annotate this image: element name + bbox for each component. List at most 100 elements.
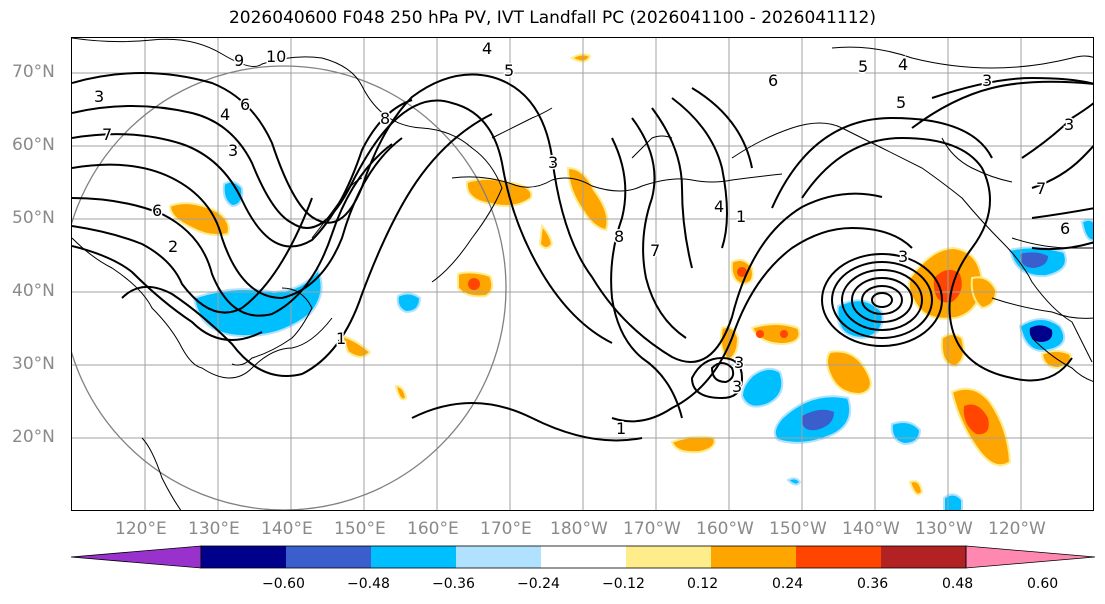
colorbar-tick-label: 0.48 [942, 576, 974, 592]
contour-label: 3 [734, 353, 744, 372]
contour-label: 1 [336, 329, 346, 348]
colorbar-cell [881, 546, 966, 568]
lon-label-140e: 140°E [261, 519, 313, 539]
shade-pos-blob [970, 276, 998, 310]
shade-neg-blob [890, 421, 922, 446]
lon-label-150e: 150°E [334, 519, 386, 539]
contour-label: 6 [1060, 219, 1070, 238]
colorbar-cell [286, 546, 371, 568]
lon-label-150w: 150°W [769, 519, 827, 539]
shade-pos-core [468, 278, 480, 290]
shade-pos-blob [570, 53, 592, 63]
contour-label: 5 [504, 61, 514, 80]
contour-label: 3 [898, 247, 908, 266]
shade-neg-core-blob [801, 409, 834, 431]
shade-pos-core [737, 267, 747, 277]
contour-label: 5 [858, 57, 868, 76]
lon-label-170e: 170°E [480, 519, 532, 539]
lon-label-170w: 170°W [623, 519, 681, 539]
shade-pos-core [756, 330, 764, 338]
colorbar-tick-label: 0.12 [687, 576, 719, 592]
shade-pos-blob [394, 384, 408, 401]
shade-pos-blob [670, 435, 716, 454]
pv-contours [72, 72, 1093, 442]
contour-label: 6 [768, 71, 778, 90]
colorbar-tick-label: −0.48 [347, 576, 390, 592]
colorbar-cell [371, 546, 456, 568]
lon-label-120e: 120°E [115, 519, 167, 539]
contour-label: 1 [736, 207, 746, 226]
colorbar-extend-min [70, 545, 202, 569]
graticule [72, 38, 1093, 510]
contour-labels: 3 7 6 2 9 10 4 6 3 8 4 5 8 3 7 4 1 6 5 4… [93, 38, 1076, 440]
contour-label: 7 [650, 241, 660, 260]
contour-label: 8 [614, 227, 624, 246]
lon-label-130w: 130°W [915, 519, 973, 539]
contour-label: 3 [1064, 115, 1074, 134]
lat-label-30: 30°N [12, 354, 55, 374]
map-title: 2026040600 F048 250 hPa PV, IVT Landfall… [228, 8, 876, 28]
lat-label-20: 20°N [12, 427, 55, 447]
colorbar-cell [626, 546, 711, 568]
shade-pos-blob [538, 223, 554, 249]
lat-label-60: 60°N [12, 135, 55, 155]
colorbar-tick-label: 0.60 [1027, 576, 1059, 592]
shade-neg-blob [396, 292, 422, 314]
map-panel: 3 7 6 2 9 10 4 6 3 8 4 5 8 3 7 4 1 6 5 4… [71, 37, 1094, 511]
contour-label: 7 [102, 125, 112, 144]
colorbar-cell [456, 546, 541, 568]
map-canvas: 3 7 6 2 9 10 4 6 3 8 4 5 8 3 7 4 1 6 5 4… [72, 38, 1093, 510]
colorbar-tick-label: −0.12 [602, 576, 645, 592]
shade-pos-blob [566, 166, 609, 232]
contour-label: 4 [714, 197, 724, 216]
colorbar-cell [201, 546, 286, 568]
contour-label: 6 [240, 95, 250, 114]
colorbar-outline [200, 545, 967, 569]
lon-label-140w: 140°W [842, 519, 900, 539]
shade-pos-blob [750, 323, 801, 346]
lon-label-120w: 120°W [988, 519, 1046, 539]
shade-pos-blob [826, 350, 872, 396]
colorbar-tick-label: −0.60 [262, 576, 305, 592]
colorbar-tick-label: 0.36 [857, 576, 889, 592]
shade-neg-blob [740, 367, 784, 408]
shade-pos-blob [465, 178, 533, 207]
shade-pos-blob [940, 333, 965, 368]
shading-layer [168, 53, 1093, 510]
shade-neg-blob [222, 180, 244, 208]
contour-label: 10 [266, 47, 286, 66]
contour-label: 3 [548, 153, 558, 172]
shade-pos-blob [908, 480, 924, 496]
colorbar-cell [541, 546, 626, 568]
lon-label-130e: 130°E [188, 519, 240, 539]
lat-label-40: 40°N [12, 281, 55, 301]
shade-neg-core-blob [1020, 252, 1048, 268]
range-circle [72, 65, 507, 510]
lon-label-180w: 180°W [550, 519, 608, 539]
contour-label: 1 [616, 419, 626, 438]
contour-label: 2 [168, 237, 178, 256]
contour-label: 5 [896, 93, 906, 112]
lon-label-160w: 160°W [696, 519, 754, 539]
lat-label-50: 50°N [12, 208, 55, 228]
lat-label-70: 70°N [12, 62, 55, 82]
colorbar-cell [711, 546, 796, 568]
contour-label: 3 [982, 71, 992, 90]
contour-label: 7 [1036, 179, 1046, 198]
colorbar-tick-label: 0.24 [772, 576, 804, 592]
shade-neg-blob [786, 477, 802, 486]
colorbar-extend-max [965, 545, 1096, 569]
shade-neg-blob [192, 267, 323, 338]
shade-neg-blob [943, 493, 963, 510]
shade-pos-core [780, 330, 788, 338]
colorbar-cell [796, 546, 881, 568]
contour-label: 3 [94, 87, 104, 106]
contour-label: 3 [228, 141, 238, 160]
colorbar [70, 545, 1096, 569]
colorbar-tick-label: −0.24 [517, 576, 560, 592]
contour-label: 4 [898, 55, 908, 74]
contour-label: 8 [380, 109, 390, 128]
shade-pos-core-blob [963, 404, 989, 435]
contour-label: 6 [152, 201, 162, 220]
shade-pos-blob [340, 334, 372, 358]
